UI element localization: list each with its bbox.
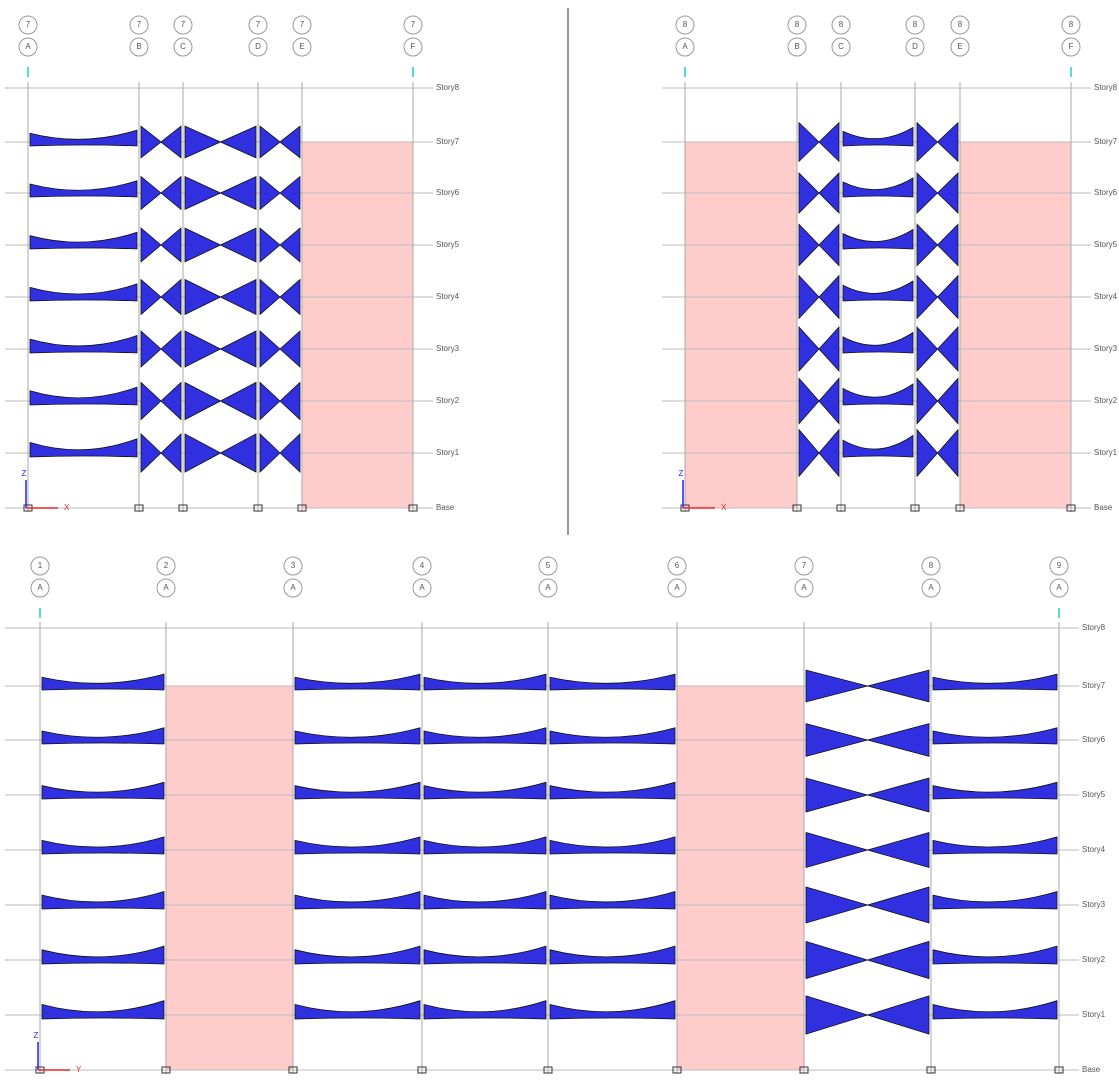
story-label: Story1 [436,448,460,457]
story-label: Story4 [1082,845,1106,854]
grid-number: 7 [137,20,142,29]
grid-number: 8 [1069,20,1074,29]
story-label: Story7 [1082,681,1106,690]
story-label: Story2 [436,396,460,405]
grid-letter: E [299,42,304,51]
story-label: Story3 [436,344,460,353]
grid-number: 8 [683,20,688,29]
story-label: Story8 [436,83,460,92]
story-label: Story2 [1094,396,1118,405]
grid-number: 6 [675,561,680,570]
story-label: Story3 [1094,344,1118,353]
grid-letter: E [957,42,962,51]
grid-letter: F [1069,42,1074,51]
story-label: Story7 [436,137,460,146]
grid-number: 7 [181,20,186,29]
grid-letter: A [37,583,43,592]
story-label: Story8 [1082,623,1106,632]
grid-letter: A [801,583,807,592]
story-label: Story7 [1094,137,1118,146]
grid-letter: A [682,42,688,51]
grid-number: 8 [913,20,918,29]
story-label: Base [1094,503,1113,512]
elevation-views: Story8 Story7 Story6 Story5 Story4 Story3 Stor… [0,0,1119,1080]
shear-wall [166,686,293,1070]
story-label: Story6 [436,188,460,197]
grid-number: 7 [300,20,305,29]
grid-letter: A [928,583,934,592]
grid-number: 7 [802,561,807,570]
grid-letter: A [25,42,31,51]
grid-number: 8 [958,20,963,29]
story-label: Story5 [1082,790,1106,799]
grid-letter: F [411,42,416,51]
grid-letter: A [419,583,425,592]
story-label: Story6 [1094,188,1118,197]
story-label: Story1 [1094,448,1118,457]
grid-letter: B [794,42,799,51]
story-label: Story8 [1094,83,1118,92]
grid-letter: A [163,583,169,592]
grid-letter: A [290,583,296,592]
grid-number: 7 [26,20,31,29]
grid-number: 7 [411,20,416,29]
story-label: Base [1082,1065,1101,1074]
story-label: Story3 [1082,900,1106,909]
grid-letter: B [136,42,141,51]
grid-number: 3 [291,561,296,570]
grid-letter: A [1056,583,1062,592]
grid-number: 5 [546,561,551,570]
grid-letter: C [180,42,186,51]
shear-wall [677,686,804,1070]
grid-number: 9 [1057,561,1062,570]
grid-number: 4 [420,561,425,570]
story-label: Story4 [1094,292,1118,301]
page: Story8 Story7 Story6 Story5 Story4 Story3 Stor… [0,0,1119,1080]
grid-number: 8 [839,20,844,29]
story-label: Story5 [436,240,460,249]
axis-label: X [721,503,727,512]
story-label: Story6 [1082,735,1106,744]
grid-number: 8 [795,20,800,29]
grid-number: 8 [929,561,934,570]
story-label: Base [436,503,455,512]
story-label: Story5 [1094,240,1118,249]
grid-letter: D [912,42,918,51]
story-label: Story2 [1082,955,1106,964]
story-label: Story1 [1082,1010,1106,1019]
axis-label: Y [76,1065,82,1074]
grid-letter: A [674,583,680,592]
grid-letter: C [838,42,844,51]
grid-number: 2 [164,561,169,570]
grid-number: 1 [38,561,43,570]
axis-label: Z [679,469,684,478]
grid-letter: D [255,42,261,51]
axis-label: Z [22,469,27,478]
story-label: Story4 [436,292,460,301]
grid-number: 7 [256,20,261,29]
grid-letter: A [545,583,551,592]
axis-label: X [64,503,70,512]
axis-label: Z [34,1031,39,1040]
